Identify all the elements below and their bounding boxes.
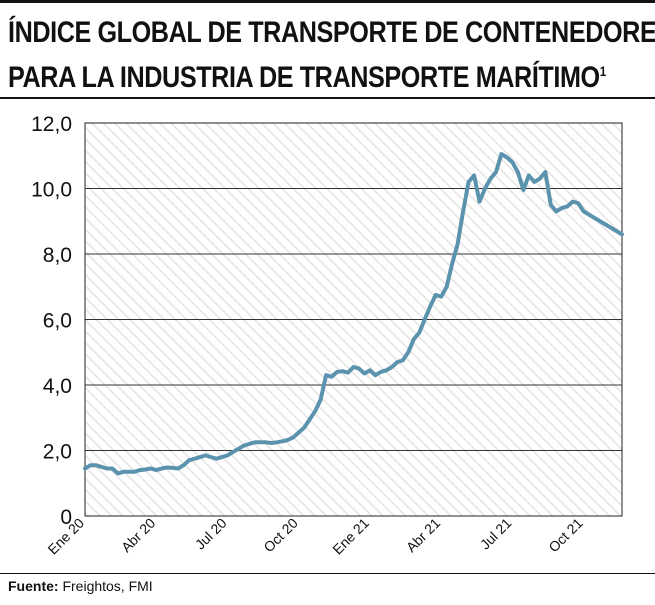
x-tick-label: Oct 21 (545, 515, 586, 556)
y-tick-label: 6,0 (43, 310, 72, 333)
x-tick-label: Abr 20 (118, 515, 159, 556)
y-tick-label: 8,0 (43, 244, 72, 267)
title-line-1: ÍNDICE GLOBAL DE TRANSPORTE DE CONTENEDO… (8, 14, 655, 52)
y-tick-label: 10,0 (31, 179, 72, 202)
source-text: Freightos, FMI (62, 578, 153, 594)
y-tick-label: 4,0 (43, 375, 72, 398)
y-tick-label: 0 (60, 506, 72, 529)
gridlines (85, 188, 622, 451)
title-line-2-text: PARA LA INDUSTRIA DE TRANSPORTE MARÍTIMO (8, 61, 600, 94)
top-rule (0, 0, 655, 3)
x-tick-label: Ene 21 (329, 515, 372, 558)
series-line (83, 152, 624, 476)
y-axis: 0 2,0 4,0 6,0 8,0 10,0 12,0 (31, 113, 72, 529)
chart-title: ÍNDICE GLOBAL DE TRANSPORTE DE CONTENEDO… (8, 14, 655, 97)
bottom-rule (0, 573, 655, 574)
x-tick-label: Jul 20 (192, 515, 230, 553)
x-axis: Ene 20 Abr 20 Jul 20 Oct 20 Ene 21 Abr 21 Jul … (44, 515, 585, 558)
title-line-2: PARA LA INDUSTRIA DE TRANSPORTE MARÍTIMO… (8, 52, 606, 97)
line-chart: 02,04,06,08,010,012,0 Ene 20 Abr 20 Jul 20… (31, 113, 624, 558)
x-tick-label: Jul 21 (477, 515, 515, 553)
y-tick-label: 2,0 (43, 441, 72, 464)
source-label: Fuente: (8, 578, 59, 594)
title-line-1-text: ÍNDICE GLOBAL DE TRANSPORTE DE CONTENEDO… (8, 16, 655, 49)
x-tick-label: Oct 20 (260, 515, 301, 556)
footnote-mark: 1 (599, 63, 607, 79)
y-tick-label: 12,0 (31, 113, 72, 136)
x-tick-label: Abr 21 (403, 515, 444, 556)
title-rule (0, 97, 655, 99)
source-note: Fuente: Freightos, FMI (8, 578, 153, 594)
